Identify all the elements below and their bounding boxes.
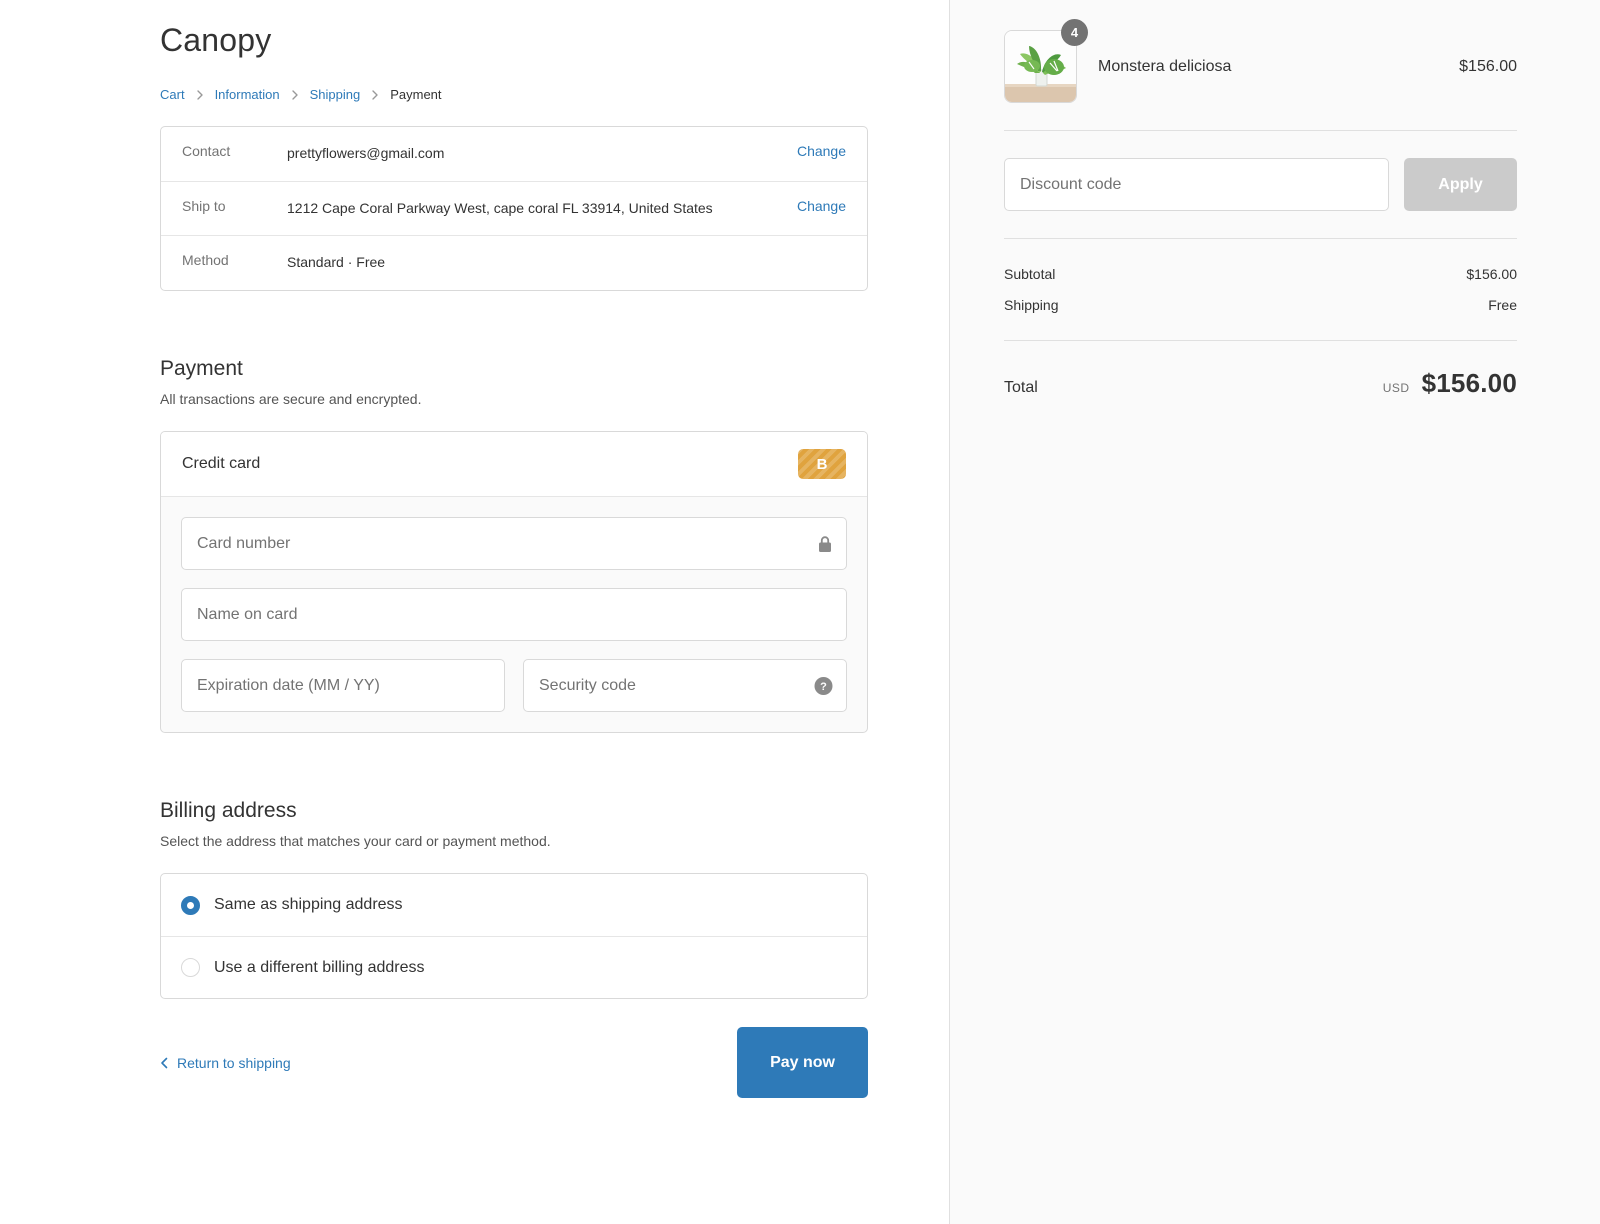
apply-discount-button[interactable]: Apply	[1404, 158, 1517, 211]
credit-card-label: Credit card	[182, 455, 261, 473]
billing-section: Billing address Select the address that …	[160, 799, 868, 1000]
line-item: 4 Monstera deliciosa $156.00	[1004, 19, 1517, 103]
chevron-right-icon	[371, 89, 379, 100]
credit-card-header: Credit card B	[161, 432, 867, 498]
payment-section: Payment All transactions are secure and …	[160, 357, 868, 734]
total-row: Total USD $156.00	[1004, 368, 1517, 399]
method-label: Method	[182, 252, 229, 269]
breadcrumb-shipping[interactable]: Shipping	[309, 87, 361, 102]
lock-icon	[817, 535, 833, 553]
credit-card-form: ?	[161, 497, 867, 732]
breadcrumb-cart[interactable]: Cart	[160, 87, 185, 102]
order-summary-sidebar: 4 Monstera deliciosa $156.00 Apply Subto…	[949, 0, 1600, 1224]
bogus-gateway-icon: B	[798, 449, 846, 480]
form-footer: Return to shipping Pay now	[160, 1027, 868, 1099]
payment-title: Payment	[160, 357, 243, 381]
ship-to-row: Ship to 1212 Cape Coral Parkway West, ca…	[161, 180, 867, 236]
contact-row: Contact prettyflowers@gmail.com Change	[161, 127, 867, 181]
product-name: Monstera deliciosa	[1098, 57, 1232, 75]
divider	[1004, 130, 1517, 131]
change-contact-link[interactable]: Change	[796, 143, 846, 159]
billing-option-different-address[interactable]: Use a different billing address	[161, 936, 867, 998]
total-label: Total	[1004, 379, 1038, 396]
discount-row: Apply	[1004, 158, 1517, 211]
totals-block: Subtotal $156.00 Shipping Free	[1004, 266, 1517, 313]
method-row: Method Standard · Free	[161, 235, 867, 290]
method-value: Standard · Free	[287, 254, 386, 271]
divider	[1004, 340, 1517, 341]
billing-options-box: Same as shipping address Use a different…	[160, 873, 868, 1000]
method-price: Free	[356, 254, 386, 271]
divider	[1004, 238, 1517, 239]
order-info-box: Contact prettyflowers@gmail.com Change S…	[160, 126, 868, 292]
breadcrumb-information[interactable]: Information	[214, 87, 280, 102]
svg-text:?: ?	[820, 680, 827, 692]
return-to-shipping-link[interactable]: Return to shipping	[160, 1055, 291, 1071]
expiration-date-input[interactable]	[181, 659, 505, 713]
billing-option-same-as-shipping[interactable]: Same as shipping address	[161, 874, 867, 936]
ship-to-value: 1212 Cape Coral Parkway West, cape coral…	[287, 199, 713, 216]
shipping-value: Free	[1488, 297, 1517, 313]
subtotal-label: Subtotal	[1004, 266, 1056, 282]
security-code-input[interactable]	[523, 659, 847, 713]
shipping-row: Shipping Free	[1004, 297, 1517, 313]
contact-label: Contact	[182, 143, 231, 159]
contact-value: prettyflowers@gmail.com	[287, 145, 445, 161]
chevron-left-icon	[160, 1057, 168, 1069]
total-value: $156.00	[1421, 368, 1517, 398]
radio-unselected-icon[interactable]	[181, 958, 200, 978]
subtotal-value: $156.00	[1466, 266, 1517, 282]
credit-card-box: Credit card B	[160, 431, 868, 734]
payment-subtitle: All transactions are secure and encrypte…	[160, 391, 422, 408]
chevron-right-icon	[196, 89, 204, 100]
store-title: Canopy	[160, 22, 272, 58]
chevron-right-icon	[291, 89, 299, 100]
ship-to-label: Ship to	[182, 197, 226, 214]
help-icon[interactable]: ?	[814, 676, 833, 695]
discount-code-input[interactable]	[1004, 158, 1389, 211]
checkout-main: Canopy Cart Information Shipping Payment…	[160, 22, 868, 1099]
shipping-label: Shipping	[1004, 297, 1059, 313]
billing-title: Billing address	[160, 799, 297, 823]
breadcrumb-payment-current: Payment	[390, 87, 442, 102]
total-currency: USD	[1382, 381, 1410, 395]
change-address-link[interactable]: Change	[796, 197, 846, 214]
pay-now-button[interactable]: Pay now	[737, 1027, 868, 1099]
radio-selected-icon[interactable]	[181, 895, 200, 915]
subtotal-row: Subtotal $156.00	[1004, 266, 1517, 282]
name-on-card-input[interactable]	[181, 588, 847, 642]
product-thumbnail	[1004, 30, 1077, 103]
quantity-badge: 4	[1061, 19, 1088, 46]
card-number-input[interactable]	[181, 517, 847, 571]
billing-subtitle: Select the address that matches your car…	[160, 833, 551, 850]
product-price: $156.00	[1459, 57, 1517, 75]
breadcrumb: Cart Information Shipping Payment	[160, 87, 868, 102]
